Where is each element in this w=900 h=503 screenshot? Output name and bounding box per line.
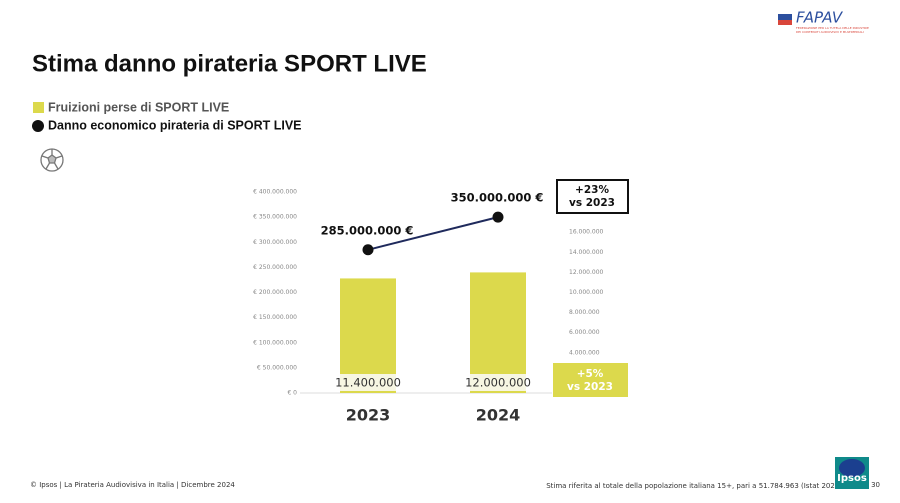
annotation: vs 2023: [569, 197, 615, 209]
line: [367, 216, 499, 251]
y2-tick-label: 16.000.000: [569, 229, 604, 236]
annotation-box: [556, 179, 629, 214]
legend-swatch: [32, 120, 44, 132]
y-tick-label: € 0: [287, 390, 297, 397]
annotation: vs 2023: [567, 381, 613, 393]
y-tick-label: € 300.000.000: [253, 239, 297, 246]
annotation: +5%: [577, 368, 604, 380]
y-tick-label: € 350.000.000: [253, 214, 297, 221]
legend-label: Danno economico pirateria di SPORT LIVE: [48, 118, 302, 132]
value-label-bg: [340, 374, 396, 391]
logo-subtitle: FEDERAZIONE PER LA TUTELA DELLE INDUSTRI…: [796, 26, 869, 30]
y2-tick-label: 6.000.000: [569, 329, 600, 336]
y2-tick-label: 10.000.000: [569, 289, 604, 296]
ipsos-logo: [839, 459, 865, 477]
legend-swatch: [33, 102, 44, 113]
footnote: Stima riferita al totale della popolazio…: [546, 482, 842, 490]
bar: [470, 272, 526, 393]
point: [362, 244, 374, 256]
value-label: 350.000.000 €: [451, 191, 544, 205]
bar: [340, 278, 396, 393]
logo-shape: [778, 20, 792, 25]
y-tick-label: € 250.000.000: [253, 264, 297, 271]
y2-tick-label: 12.000.000: [569, 269, 604, 276]
value-label: 12.000.000: [465, 376, 531, 390]
y-tick-label: € 100.000.000: [253, 339, 297, 346]
value-label: 285.000.000 €: [321, 223, 414, 237]
x-tick-label: 2023: [346, 406, 391, 425]
y-tick-label: € 200.000.000: [253, 289, 297, 296]
legend-label: Fruizioni perse di SPORT LIVE: [48, 100, 229, 114]
chart-title: Stima danno pirateria SPORT LIVE: [32, 50, 427, 77]
y-tick-label: € 150.000.000: [253, 314, 297, 321]
page-number: 30: [871, 481, 880, 489]
y2-tick-label: 8.000.000: [569, 309, 600, 316]
footer-source: © Ipsos | La Pirateria Audiovisiva in It…: [30, 481, 235, 489]
value-label-bg: [470, 374, 526, 391]
logo-subtitle: DEI CONTENUTI AUDIOVISIVI E MULTIMEDIALI: [796, 30, 864, 34]
annotation: +23%: [575, 184, 609, 196]
y-tick-label: € 400.000.000: [253, 189, 297, 196]
fapav-logo: FAPAV FEDERAZIONE PER LA TUTELA DELLE IN…: [778, 9, 869, 34]
ball-icon: [40, 148, 64, 172]
logo-text: FAPAV: [796, 9, 844, 27]
logo-shape: [778, 14, 792, 20]
y2-tick-label: 4.000.000: [569, 349, 600, 356]
ipsos-text: Ipsos: [837, 473, 867, 484]
x-tick-label: 2024: [476, 406, 521, 425]
y2-tick-label: 14.000.000: [569, 249, 604, 256]
point: [492, 211, 504, 223]
annotation-box: [553, 363, 628, 397]
value-label: 11.400.000: [335, 376, 401, 390]
y-tick-label: € 50.000.000: [257, 364, 297, 371]
